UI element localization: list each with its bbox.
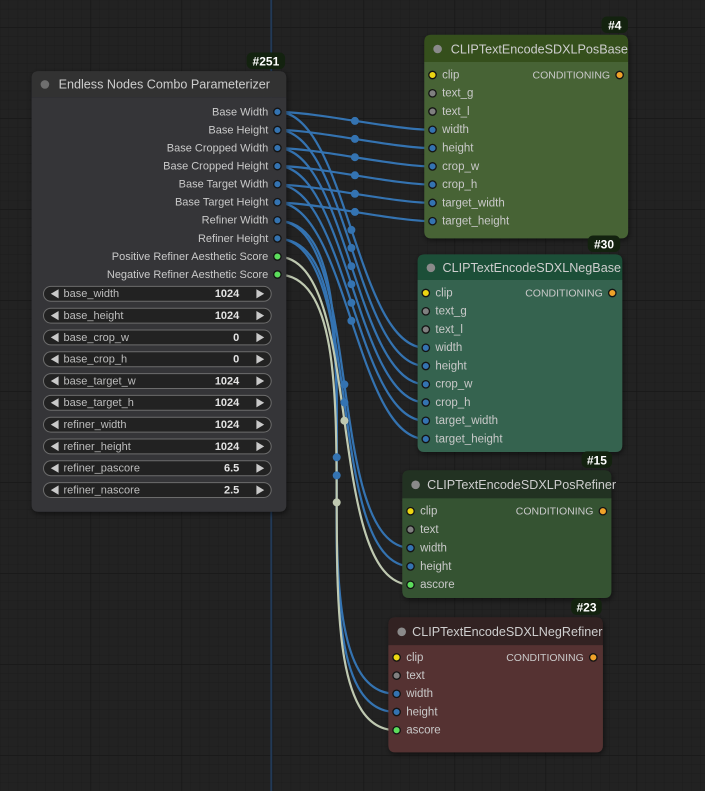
svg-text:width: width [441, 124, 469, 136]
svg-text:clip: clip [442, 69, 459, 81]
svg-text:Base Target Width: Base Target Width [179, 179, 269, 191]
svg-text:height: height [435, 360, 467, 372]
svg-text:Base Width: Base Width [212, 106, 268, 118]
svg-text:Base Cropped Width: Base Cropped Width [167, 142, 269, 154]
svg-text:text_g: text_g [435, 306, 466, 318]
svg-text:base_target_h: base_target_h [64, 397, 134, 409]
svg-text:#30: #30 [594, 237, 614, 251]
svg-text:Base Height: Base Height [208, 124, 268, 136]
svg-text:refiner_width: refiner_width [64, 419, 127, 431]
svg-text:CONDITIONING: CONDITIONING [506, 652, 584, 664]
svg-text:target_height: target_height [435, 433, 503, 445]
svg-text:#23: #23 [576, 600, 596, 614]
svg-text:width: width [434, 342, 462, 354]
svg-text:base_target_w: base_target_w [64, 375, 136, 387]
svg-text:text_l: text_l [435, 324, 463, 336]
svg-text:height: height [406, 706, 438, 718]
svg-text:CONDITIONING: CONDITIONING [525, 287, 603, 299]
svg-text:clip: clip [435, 287, 452, 299]
svg-text:Refiner Width: Refiner Width [202, 215, 269, 227]
svg-text:1024: 1024 [215, 288, 240, 300]
svg-text:text_l: text_l [442, 106, 470, 118]
svg-text:1024: 1024 [215, 310, 240, 322]
svg-text:1024: 1024 [215, 419, 240, 431]
svg-text:2.5: 2.5 [224, 484, 239, 496]
svg-text:base_height: base_height [64, 310, 124, 322]
svg-text:clip: clip [420, 506, 437, 518]
svg-text:target_width: target_width [435, 415, 498, 427]
svg-text:#251: #251 [253, 54, 280, 68]
svg-text:1024: 1024 [215, 397, 240, 409]
svg-text:Base Target Height: Base Target Height [175, 197, 268, 209]
svg-text:Refiner Height: Refiner Height [198, 233, 268, 245]
svg-text:text_g: text_g [442, 88, 473, 100]
svg-text:ascore: ascore [406, 725, 441, 737]
svg-text:base_width: base_width [64, 288, 120, 300]
svg-text:height: height [420, 561, 452, 573]
svg-text:base_crop_w: base_crop_w [64, 332, 129, 344]
svg-text:0: 0 [233, 332, 239, 344]
svg-text:text: text [406, 670, 425, 682]
svg-text:ascore: ascore [420, 579, 455, 591]
svg-text:clip: clip [406, 652, 423, 664]
svg-text:#15: #15 [587, 453, 607, 467]
svg-text:crop_w: crop_w [435, 379, 473, 391]
svg-text:refiner_pascore: refiner_pascore [64, 463, 140, 475]
svg-text:6.5: 6.5 [224, 463, 239, 475]
svg-text:#4: #4 [608, 18, 622, 32]
svg-text:Positive Refiner Aesthetic Sco: Positive Refiner Aesthetic Score [112, 251, 269, 263]
svg-text:CLIPTextEncodeSDXLNegRefiner: CLIPTextEncodeSDXLNegRefiner [412, 625, 602, 639]
svg-text:width: width [405, 688, 433, 700]
svg-text:Endless Nodes Combo Parameteri: Endless Nodes Combo Parameterizer [59, 78, 270, 92]
svg-text:CLIPTextEncodeSDXLNegBase: CLIPTextEncodeSDXLNegBase [443, 261, 622, 275]
svg-text:CONDITIONING: CONDITIONING [516, 506, 594, 518]
svg-text:1024: 1024 [215, 375, 240, 387]
svg-text:target_height: target_height [442, 216, 510, 228]
svg-text:0: 0 [233, 354, 239, 366]
svg-text:CLIPTextEncodeSDXLPosBase: CLIPTextEncodeSDXLPosBase [451, 42, 628, 56]
svg-text:target_width: target_width [442, 197, 505, 209]
svg-text:width: width [419, 542, 447, 554]
svg-text:Base Cropped Height: Base Cropped Height [163, 161, 268, 173]
svg-text:base_crop_h: base_crop_h [64, 354, 128, 366]
svg-text:height: height [442, 143, 474, 155]
svg-text:refiner_height: refiner_height [64, 441, 131, 453]
svg-text:text: text [420, 524, 439, 536]
svg-text:refiner_nascore: refiner_nascore [64, 484, 140, 496]
svg-text:crop_h: crop_h [442, 179, 477, 191]
svg-text:1024: 1024 [215, 441, 240, 453]
svg-text:crop_h: crop_h [435, 397, 470, 409]
svg-text:CONDITIONING: CONDITIONING [533, 69, 611, 81]
svg-text:Negative Refiner Aesthetic Sco: Negative Refiner Aesthetic Score [107, 269, 268, 281]
svg-text:crop_w: crop_w [442, 161, 480, 173]
svg-text:CLIPTextEncodeSDXLPosRefiner: CLIPTextEncodeSDXLPosRefiner [427, 478, 616, 492]
